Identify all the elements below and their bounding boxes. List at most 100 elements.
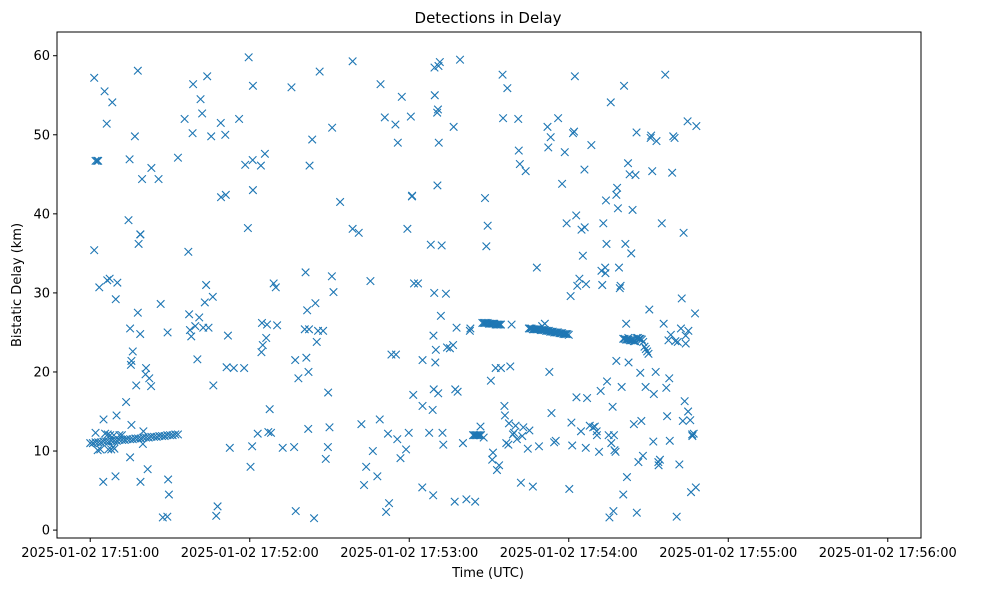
data-point-marker [637,416,646,426]
data-point-marker [354,228,363,238]
data-point-marker [428,491,438,500]
data-point-marker [596,386,605,396]
data-point-marker [434,138,443,147]
data-point-marker [439,440,448,449]
data-point-marker [492,320,502,329]
data-point-marker [613,204,623,213]
data-point-marker [452,323,461,332]
data-point-marker [624,358,633,367]
data-point-marker [652,136,661,146]
data-point-marker [173,430,183,439]
data-point-marker [683,407,693,416]
data-point-marker [90,73,99,83]
data-point-marker [435,57,445,67]
data-point-marker [229,363,238,373]
data-point-marker [636,368,645,377]
data-point-marker [659,319,668,328]
data-point-marker [551,436,560,445]
data-point-marker [609,431,619,440]
y-tick-label: 30 [33,286,50,301]
data-point-marker [430,91,439,100]
data-point-marker [429,331,438,340]
data-point-marker [540,319,550,328]
data-point-marker [424,428,434,438]
data-point-marker [380,113,389,122]
data-point-marker [265,404,274,414]
data-point-marker [605,513,614,522]
data-point-marker [455,55,465,64]
data-point-marker [93,446,102,455]
y-tick-label: 10 [33,445,50,460]
data-point-marker [506,362,515,371]
data-point-marker [216,118,225,128]
data-point-marker [91,156,100,166]
data-point-marker [627,249,636,258]
data-point-marker [568,441,577,450]
data-point-marker [294,374,303,383]
data-point-marker [262,320,272,329]
data-point-marker [373,472,382,481]
data-point-marker [644,349,653,358]
data-point-marker [677,294,686,303]
data-point-marker [670,133,679,143]
data-point-marker [195,313,204,322]
data-point-marker [507,320,516,329]
data-point-marker [184,247,193,256]
data-point-marker [602,239,611,249]
data-point-marker [348,57,357,66]
data-point-marker [315,67,324,76]
data-point-marker [480,193,490,203]
data-point-marker [523,444,533,453]
y-tick-label: 20 [33,365,50,380]
data-point-marker [565,484,574,494]
data-point-marker [642,347,652,356]
data-point-marker [602,377,612,386]
data-point-marker [581,443,590,453]
data-point-marker [304,424,313,434]
data-point-marker [257,318,267,328]
data-point-marker [573,281,582,290]
data-point-marker [269,279,278,288]
data-point-marker [599,219,608,228]
data-point-marker [248,155,257,165]
data-point-marker [308,135,317,144]
data-point-marker [381,507,391,517]
data-point-marker [582,393,592,403]
x-tick-label: 2025-01-02 17:54:00 [500,546,638,561]
data-point-marker [200,298,209,307]
data-point-marker [146,382,156,391]
data-point-marker [612,190,621,200]
data-point-marker [100,87,109,96]
data-point-marker [572,393,581,402]
data-point-marker [185,325,195,335]
data-point-marker [646,133,655,143]
data-point-marker [606,98,615,107]
data-point-marker [133,66,143,75]
data-point-marker [689,429,698,438]
data-point-marker [431,345,441,355]
data-point-marker [125,453,135,462]
data-point-marker [622,472,632,482]
data-point-marker [99,415,108,424]
data-point-marker [141,363,151,373]
data-point-marker [239,363,249,373]
data-point-marker [301,268,310,277]
data-point-marker [318,326,328,336]
data-point-marker [634,457,643,467]
data-points [86,53,701,523]
data-point-marker [648,166,657,176]
data-point-marker [528,482,538,491]
data-point-marker [448,340,458,350]
data-point-marker [662,383,671,392]
data-point-marker [458,438,468,448]
data-point-marker [124,215,133,225]
data-point-marker [102,119,111,128]
data-point-marker [188,129,197,138]
data-point-marker [173,153,183,162]
data-point-marker [418,355,427,365]
data-point-marker [686,416,695,425]
data-point-marker [196,95,205,104]
data-point-marker [156,299,165,309]
